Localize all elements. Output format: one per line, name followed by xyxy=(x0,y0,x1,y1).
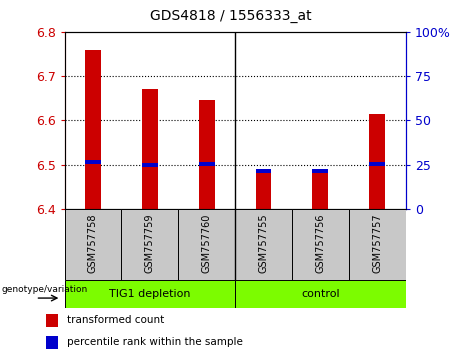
Bar xyxy=(313,169,328,209)
Text: GSM757759: GSM757759 xyxy=(145,213,155,273)
Text: control: control xyxy=(301,289,340,299)
Text: transformed count: transformed count xyxy=(67,315,164,325)
Bar xyxy=(65,280,235,308)
Bar xyxy=(46,314,58,327)
Text: GSM757758: GSM757758 xyxy=(88,213,98,273)
Bar xyxy=(199,101,215,209)
Bar xyxy=(178,209,235,280)
Bar xyxy=(313,169,328,173)
Bar xyxy=(235,209,292,280)
Bar xyxy=(121,209,178,280)
Bar xyxy=(369,162,385,166)
Text: TIG1 depletion: TIG1 depletion xyxy=(109,289,190,299)
Text: GDS4818 / 1556333_at: GDS4818 / 1556333_at xyxy=(150,9,311,23)
Bar xyxy=(85,50,101,209)
Text: percentile rank within the sample: percentile rank within the sample xyxy=(67,337,243,348)
Bar xyxy=(369,114,385,209)
Text: GSM757756: GSM757756 xyxy=(315,213,325,273)
Bar xyxy=(235,280,406,308)
Bar xyxy=(349,209,406,280)
Bar xyxy=(255,169,272,173)
Bar xyxy=(292,209,349,280)
Text: GSM757760: GSM757760 xyxy=(201,213,212,273)
Bar xyxy=(85,160,101,164)
Text: GSM757757: GSM757757 xyxy=(372,213,382,273)
Bar xyxy=(142,162,158,167)
Bar xyxy=(199,162,215,166)
Bar xyxy=(142,90,158,209)
Bar xyxy=(46,336,58,349)
Text: GSM757755: GSM757755 xyxy=(259,213,269,273)
Bar xyxy=(65,209,121,280)
Bar xyxy=(255,169,272,209)
Text: genotype/variation: genotype/variation xyxy=(1,285,88,294)
